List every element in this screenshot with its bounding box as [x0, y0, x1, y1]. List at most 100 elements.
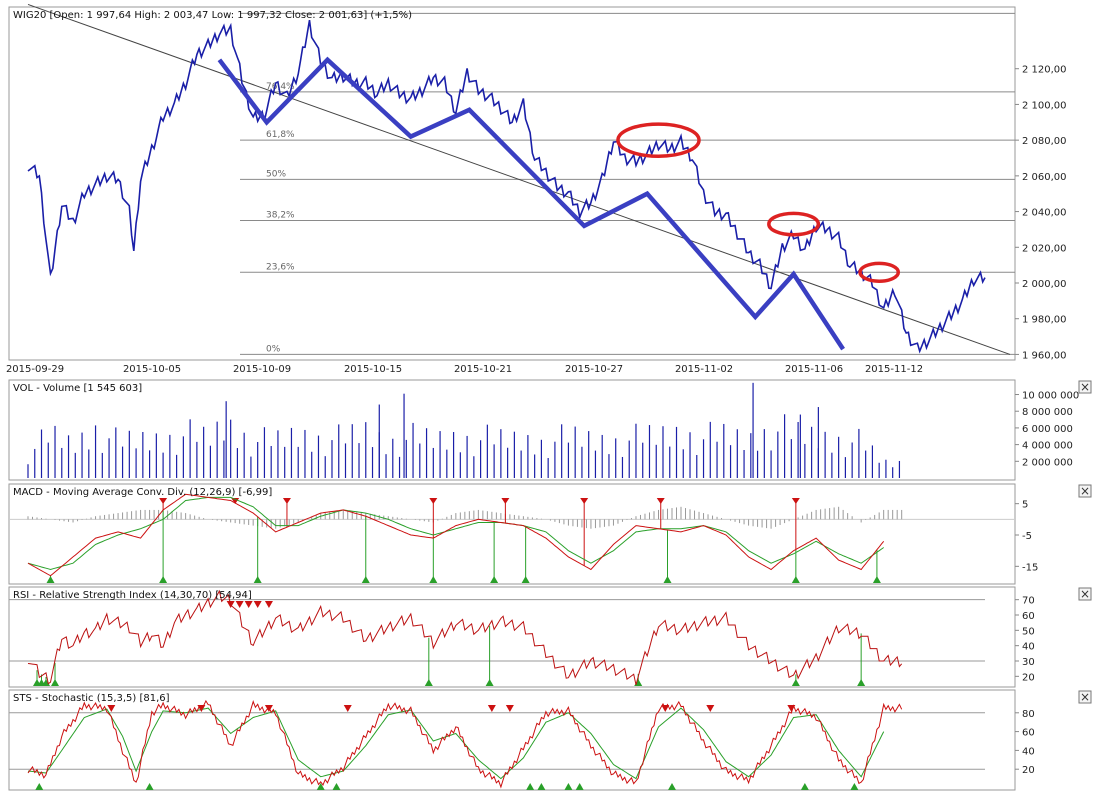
sell-signal-marker	[501, 498, 510, 504]
macd-axis-label: 5	[1022, 500, 1028, 511]
volume-axis-label: 4 000 000	[1022, 441, 1073, 452]
rsi-axis-label: 70	[1022, 596, 1035, 607]
sell-signal-marker	[231, 498, 240, 504]
macd-axis-labels: 5 -5 -15	[1015, 500, 1038, 573]
stochastic-panel-title: STS - Stochastic (15,3,5) [81,6]	[13, 693, 170, 704]
stochastic-sell-marker	[505, 705, 514, 712]
buy-signal-marker	[159, 576, 168, 583]
rsi-panel-frame	[8, 586, 1016, 688]
macd-panel: 5 -5 -15 MACD - Moving Average Conv. Div. …	[8, 483, 1038, 585]
date-axis-label: 2015-10-21	[454, 364, 512, 375]
zigzag-pattern	[217, 56, 845, 351]
overbought-marker	[253, 601, 262, 608]
price-series	[27, 19, 986, 354]
sell-signal-marker	[282, 498, 291, 504]
rsi-panel: 70 60 50 40 30 20 RSI - Relative Strength Ind…	[8, 586, 1035, 688]
date-axis-label: 2015-11-02	[675, 364, 733, 375]
overbought-marker	[235, 601, 244, 608]
rsi-axis-label: 40	[1022, 642, 1035, 653]
close-volume-panel-button[interactable]: ×	[1078, 380, 1092, 394]
buy-signal-marker	[490, 576, 499, 583]
fibonacci-level-label: 50%	[266, 169, 286, 179]
buy-signal-marker	[253, 576, 262, 583]
price-axis-label: 2 020,00	[1022, 243, 1067, 254]
stochastic-buy-marker	[668, 783, 677, 790]
oversold-marker	[857, 679, 866, 686]
rsi-line	[27, 589, 903, 686]
close-icon: ×	[1080, 690, 1090, 704]
fibonacci-labels: 76,4% 61,8% 50% 38,2% 23,6% 0%	[266, 82, 295, 354]
macd-line	[27, 493, 885, 577]
rsi-panel-title: RSI - Relative Strength Index (14,30,70)…	[13, 590, 252, 601]
stochastic-buy-marker	[800, 783, 809, 790]
price-axis-label: 2 080,00	[1022, 136, 1067, 147]
buy-signal-marker	[361, 576, 370, 583]
oversold-marker	[424, 679, 433, 686]
price-panel-frame	[8, 6, 1016, 361]
volume-panel-title: VOL - Volume [1 545 603]	[13, 383, 142, 394]
buy-signal-marker	[872, 576, 881, 583]
stochastic-axis-label: 80	[1022, 709, 1035, 720]
close-icon: ×	[1080, 484, 1090, 498]
rsi-axis-label: 30	[1022, 657, 1035, 668]
price-axis-label: 2 120,00	[1022, 65, 1067, 76]
volume-axis-label: 6 000 000	[1022, 424, 1073, 435]
price-axis-label: 2 000,00	[1022, 279, 1067, 290]
stochastic-buy-marker	[145, 783, 154, 790]
stochastic-panel: 80 60 40 20 STS - Stochastic (15,3,5) [81,6…	[8, 689, 1035, 791]
fibonacci-level-label: 76,4%	[266, 82, 295, 92]
close-icon: ×	[1080, 587, 1090, 601]
stochastic-axis-labels: 80 60 40 20	[1015, 709, 1035, 776]
highlight-ellipse	[767, 211, 821, 237]
stochastic-buy-marker	[526, 783, 535, 790]
fibonacci-level-label: 23,6%	[266, 262, 295, 272]
macd-crossover-markers	[46, 498, 881, 583]
close-stochastic-panel-button[interactable]: ×	[1078, 690, 1092, 704]
highlight-ellipses	[616, 122, 901, 283]
close-macd-panel-button[interactable]: ×	[1078, 484, 1092, 498]
sell-signal-marker	[580, 498, 589, 504]
stochastic-buy-marker	[316, 783, 325, 790]
stochastic-axis-label: 60	[1022, 728, 1035, 739]
buy-signal-marker	[429, 576, 438, 583]
rsi-signal-markers	[33, 601, 866, 686]
fibonacci-levels	[240, 12, 1015, 355]
volume-axis-label: 8 000 000	[1022, 407, 1073, 418]
stochastic-axis-label: 20	[1022, 765, 1035, 776]
price-axis-label: 2 100,00	[1022, 100, 1067, 111]
date-axis-label: 2015-10-15	[344, 364, 402, 375]
sell-signal-marker	[791, 498, 800, 504]
oversold-marker	[791, 679, 800, 686]
rsi-axis-labels: 70 60 50 40 30 20	[1015, 596, 1035, 683]
stochastic-sell-marker	[107, 705, 116, 712]
stochastic-k-line	[27, 699, 903, 789]
rsi-axis-label: 20	[1022, 672, 1035, 683]
macd-panel-title: MACD - Moving Average Conv. Div. (12,26,…	[13, 487, 272, 498]
rsi-axis-label: 50	[1022, 626, 1035, 637]
date-axis-label: 2015-10-27	[565, 364, 623, 375]
highlight-ellipse	[858, 261, 901, 283]
stochastic-axis-label: 40	[1022, 746, 1035, 757]
oversold-marker	[51, 679, 60, 686]
stochastic-buy-marker	[332, 783, 341, 790]
stochastic-sell-marker	[343, 705, 352, 712]
stochastic-buy-marker	[35, 783, 44, 790]
buy-signal-marker	[521, 576, 530, 583]
stochastic-buy-marker	[575, 783, 584, 790]
fibonacci-level-label: 0%	[266, 344, 281, 354]
price-axis-label: 1 960,00	[1022, 350, 1067, 361]
macd-signal-line	[27, 496, 884, 571]
stochastic-buy-marker	[564, 783, 573, 790]
highlight-ellipse	[616, 122, 701, 158]
volume-axis-labels: 10 000 000 8 000 000 6 000 000 4 000 000 2 0…	[1015, 391, 1079, 468]
volume-bars	[27, 382, 901, 478]
sell-signal-marker	[429, 498, 438, 504]
close-rsi-panel-button[interactable]: ×	[1078, 587, 1092, 601]
volume-panel-frame	[8, 379, 1016, 481]
sell-signal-marker	[656, 498, 665, 504]
volume-axis-label: 2 000 000	[1022, 457, 1073, 468]
date-axis-label: 2015-09-29	[6, 364, 64, 375]
date-axis-labels: 2015-09-29 2015-10-05 2015-10-09 2015-10-15…	[6, 364, 923, 375]
date-axis-label: 2015-11-06	[785, 364, 843, 375]
